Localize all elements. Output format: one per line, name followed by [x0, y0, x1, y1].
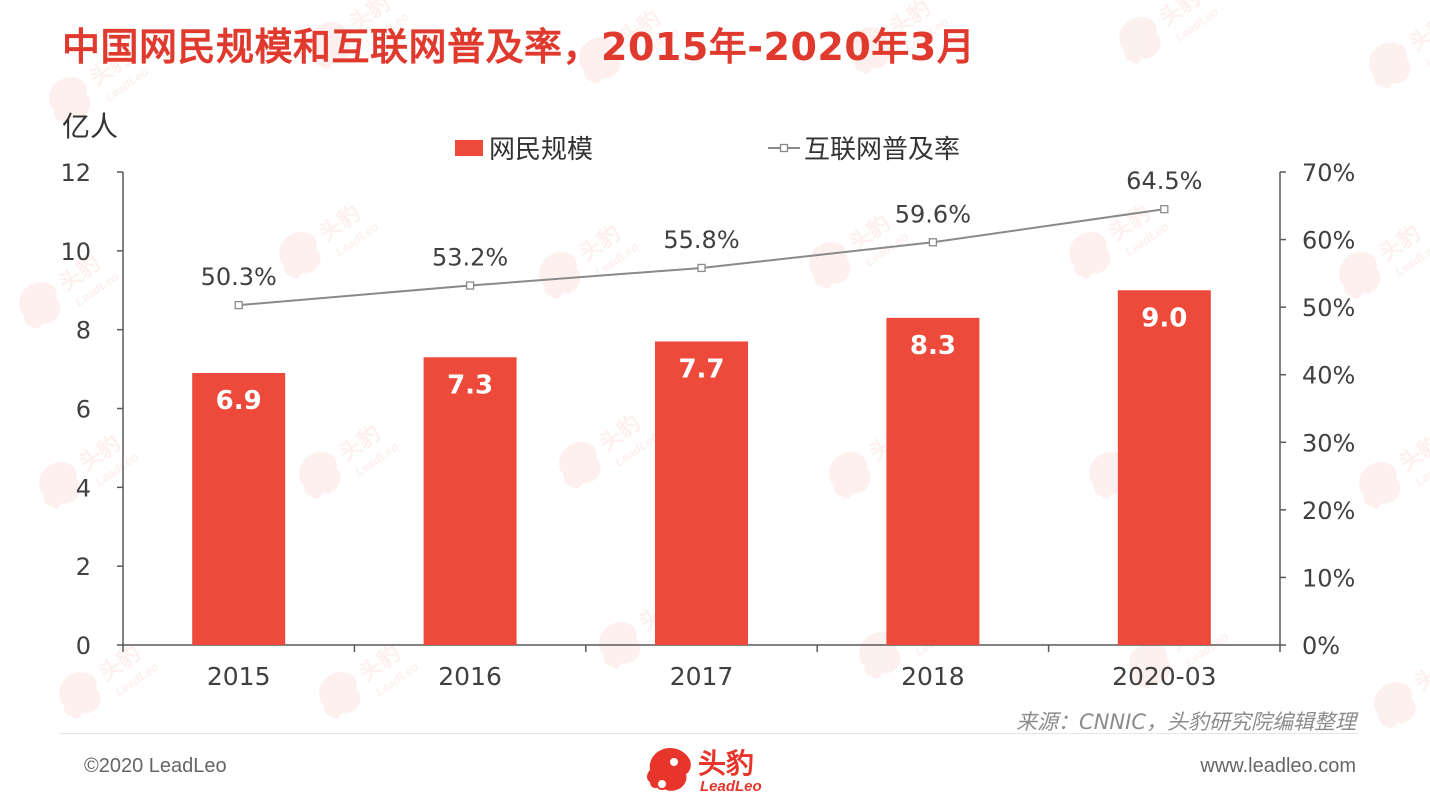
bar-data-label: 7.7 — [678, 354, 724, 384]
line-point — [928, 238, 938, 247]
x-tick-label: 2020-03 — [1112, 662, 1216, 691]
x-tick-label: 2016 — [438, 662, 502, 691]
y-tick-label: 8 — [76, 317, 91, 345]
line-point — [465, 281, 475, 290]
line-data-label: 50.3% — [201, 263, 277, 291]
y2-tick-label: 50% — [1302, 294, 1355, 322]
legend-line-marker — [779, 143, 789, 153]
leopard-logo-icon — [647, 748, 691, 791]
line-point — [697, 263, 706, 273]
x-tick-label: 2017 — [670, 662, 734, 691]
leadleo-logo: 头豹 LeadLeo — [644, 740, 794, 800]
y-tick-label: 12 — [60, 159, 91, 187]
copyright-text: ©2020 LeadLeo — [84, 755, 227, 777]
y-tick-label: 6 — [76, 396, 91, 424]
bar-data-label: 8.3 — [910, 331, 956, 361]
line-point — [1160, 205, 1169, 214]
y2-tick-label: 60% — [1302, 227, 1355, 255]
bar — [886, 317, 980, 645]
y-tick-label: 0 — [76, 632, 91, 660]
y2-tick-label: 30% — [1302, 429, 1355, 457]
y2-tick-label: 10% — [1302, 564, 1355, 592]
y-tick-label: 10 — [60, 238, 91, 266]
line-data-label: 53.2% — [432, 244, 508, 272]
x-tick-label: 2015 — [207, 662, 271, 691]
bar-data-label: 7.3 — [447, 370, 493, 400]
y-tick-label: 4 — [76, 474, 91, 502]
y2-tick-label: 40% — [1302, 362, 1355, 390]
x-tick-label: 2018 — [901, 662, 965, 691]
website-text: www.leadleo.com — [1200, 755, 1356, 777]
y-tick-label: 2 — [76, 553, 91, 581]
line-data-label: 55.8% — [663, 226, 739, 254]
bar — [192, 373, 286, 645]
bar — [423, 357, 517, 645]
y-axis-label: 亿人 — [62, 110, 118, 143]
footer-divider — [60, 733, 1358, 734]
bar — [1117, 290, 1211, 645]
chart: 亿人 0 2 4 6 8 10 12 0% 10% 20% 30% 40% 50% 60% 70% 2015 20… — [60, 110, 1355, 691]
line-series — [238, 208, 1165, 307]
bar-data-label: 6.9 — [216, 386, 262, 416]
line-point — [234, 300, 243, 310]
logo-text-en: LeadLeo — [700, 778, 762, 795]
bar-data-label: 9.0 — [1141, 303, 1187, 333]
y2-tick-label: 20% — [1302, 497, 1355, 525]
source-note: 来源：CNNIC，头豹研究院编辑整理 — [1016, 710, 1356, 734]
legend-bar-label: 网民规模 — [489, 135, 593, 165]
line-data-label: 64.5% — [1126, 167, 1202, 195]
logo-text-cn: 头豹 — [698, 747, 755, 780]
bar — [655, 341, 748, 645]
legend-line-label: 互联网普及率 — [804, 135, 960, 165]
y2-tick-label: 70% — [1302, 159, 1355, 187]
legend-bar-swatch — [455, 140, 483, 156]
page-title: 中国网民规模和互联网普及率，2015年-2020年3月 — [62, 25, 976, 69]
line-data-label: 59.6% — [895, 200, 971, 228]
y2-tick-label: 0% — [1302, 632, 1340, 660]
